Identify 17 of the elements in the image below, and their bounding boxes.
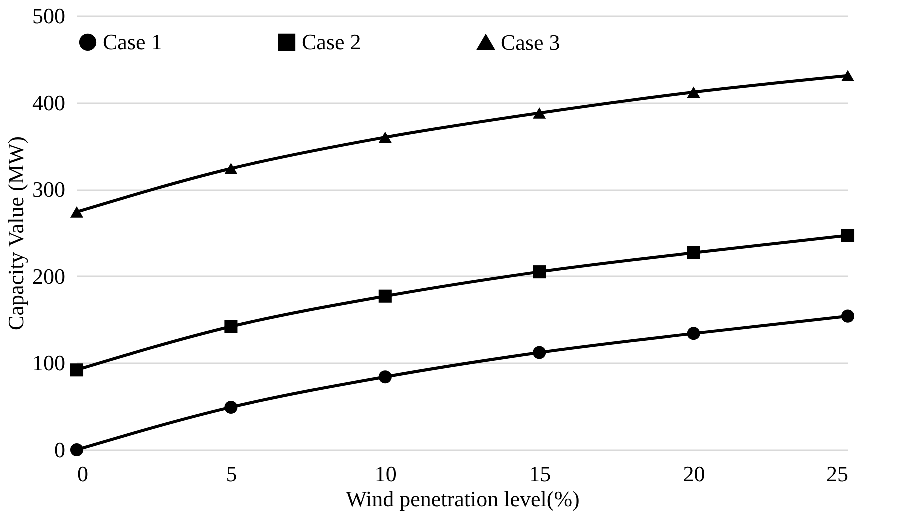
- y-tick-label: 100: [32, 350, 66, 376]
- x-tick-label: 0: [78, 462, 88, 486]
- y-tick-label: 200: [32, 264, 66, 289]
- legend-label: Case 1: [103, 29, 162, 54]
- legend-label: Case 2: [302, 29, 362, 54]
- y-axis-title: Capacity Value (MW): [4, 136, 28, 330]
- x-tick-label: 15: [529, 462, 552, 486]
- x-tick-label: 25: [826, 462, 848, 486]
- y-tick-label: 300: [32, 177, 66, 202]
- y-tick-label: 0: [54, 438, 66, 462]
- y-tick-label: 400: [32, 90, 66, 116]
- x-tick-label: 20: [683, 462, 706, 486]
- x-tick-label: 10: [374, 462, 397, 486]
- x-tick-label: 5: [226, 462, 238, 486]
- legend-label: Case 3: [501, 30, 560, 55]
- y-tick-label: 500: [32, 4, 66, 28]
- x-axis-title: Wind penetration level(%): [346, 486, 580, 512]
